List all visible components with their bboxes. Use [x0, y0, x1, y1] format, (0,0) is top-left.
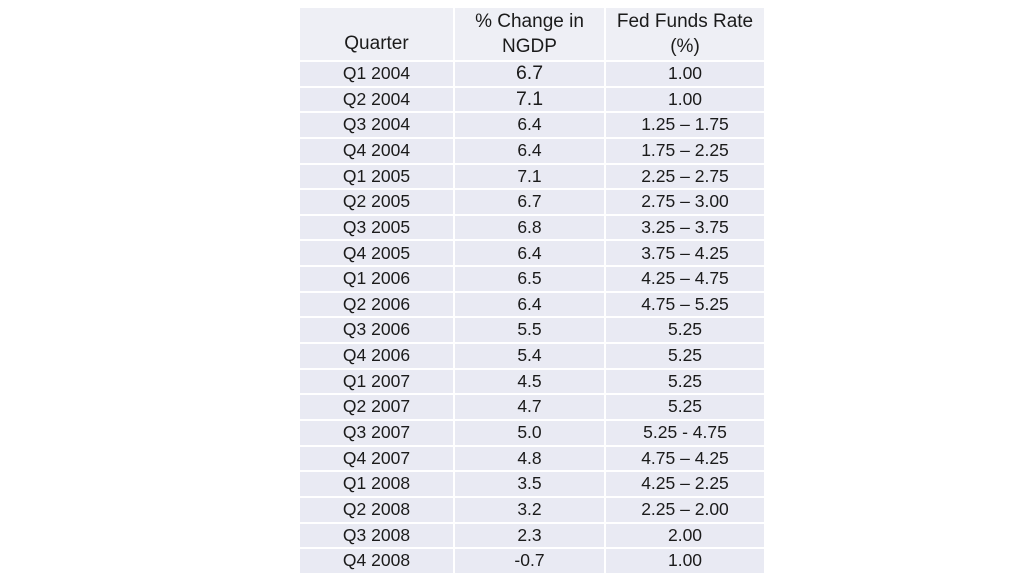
column-header-quarter: Quarter	[300, 8, 453, 60]
cell-rate: 5.25	[606, 344, 764, 368]
cell-quarter: Q2 2004	[300, 87, 453, 112]
cell-rate: 1.75 – 2.25	[606, 138, 764, 163]
cell-rate: 4.25 – 4.75	[606, 267, 764, 291]
cell-ngdp: 5.0	[455, 420, 604, 445]
cell-rate: 5.25 - 4.75	[606, 420, 764, 445]
cell-rate: 2.25 – 2.75	[606, 164, 764, 189]
column-header-fed-funds-rate-line2: (%)	[670, 36, 700, 57]
cell-ngdp: 5.4	[455, 344, 604, 368]
cell-rate: 5.25	[606, 395, 764, 419]
cell-ngdp: 6.5	[455, 267, 604, 291]
cell-quarter: Q3 2004	[300, 113, 453, 137]
cell-rate: 1.25 – 1.75	[606, 113, 764, 137]
cell-ngdp: 4.7	[455, 395, 604, 419]
cell-ngdp: 3.2	[455, 497, 604, 522]
cell-quarter: Q2 2008	[300, 497, 453, 522]
cell-rate: 4.25 – 2.25	[606, 472, 764, 496]
cell-ngdp: 2.3	[455, 523, 604, 548]
column-header-fed-funds-rate: Fed Funds Rate (%)	[606, 8, 764, 60]
cell-rate: 1.00	[606, 62, 764, 86]
cell-ngdp: 6.4	[455, 292, 604, 317]
cell-rate: 1.00	[606, 87, 764, 112]
cell-quarter: Q2 2007	[300, 395, 453, 419]
cell-rate: 4.75 – 5.25	[606, 292, 764, 317]
cell-quarter: Q3 2007	[300, 420, 453, 445]
cell-ngdp: 6.8	[455, 215, 604, 240]
cell-ngdp: 4.8	[455, 446, 604, 471]
cell-quarter: Q1 2008	[300, 472, 453, 496]
cell-rate: 2.75 – 3.00	[606, 190, 764, 214]
cell-rate: 5.25	[606, 369, 764, 394]
cell-quarter: Q1 2006	[300, 267, 453, 291]
cell-ngdp: -0.7	[455, 549, 604, 573]
column-header-ngdp-line1: % Change in	[475, 10, 584, 32]
cell-rate: 3.75 – 4.25	[606, 241, 764, 266]
cell-quarter: Q3 2008	[300, 523, 453, 548]
cell-ngdp: 5.5	[455, 318, 604, 343]
cell-quarter: Q3 2005	[300, 215, 453, 240]
cell-quarter: Q1 2005	[300, 164, 453, 189]
cell-quarter: Q2 2005	[300, 190, 453, 214]
cell-quarter: Q1 2004	[300, 62, 453, 86]
cell-ngdp: 6.4	[455, 241, 604, 266]
cell-ngdp: 6.4	[455, 138, 604, 163]
cell-quarter: Q4 2007	[300, 446, 453, 471]
cell-quarter: Q4 2005	[300, 241, 453, 266]
cell-ngdp: 6.4	[455, 113, 604, 137]
cell-ngdp: 6.7	[455, 62, 604, 86]
cell-ngdp: 4.5	[455, 369, 604, 394]
column-header-ngdp-line2: NGDP	[502, 36, 557, 57]
cell-ngdp: 6.7	[455, 190, 604, 214]
cell-ngdp: 7.1	[455, 164, 604, 189]
column-header-ngdp: % Change in NGDP	[455, 8, 604, 60]
cell-rate: 1.00	[606, 549, 764, 573]
cell-ngdp: 7.1	[455, 87, 604, 112]
cell-quarter: Q1 2007	[300, 369, 453, 394]
cell-quarter: Q2 2006	[300, 292, 453, 317]
cell-quarter: Q4 2008	[300, 549, 453, 573]
cell-quarter: Q4 2006	[300, 344, 453, 368]
cell-rate: 4.75 – 4.25	[606, 446, 764, 471]
cell-rate: 2.25 – 2.00	[606, 497, 764, 522]
cell-quarter: Q3 2006	[300, 318, 453, 343]
cell-rate: 5.25	[606, 318, 764, 343]
cell-quarter: Q4 2004	[300, 138, 453, 163]
cell-rate: 2.00	[606, 523, 764, 548]
cell-ngdp: 3.5	[455, 472, 604, 496]
cell-rate: 3.25 – 3.75	[606, 215, 764, 240]
column-header-fed-funds-rate-line1: Fed Funds Rate	[616, 10, 754, 32]
ngdp-fed-funds-table: Quarter % Change in NGDP Fed Funds Rate …	[300, 8, 764, 573]
